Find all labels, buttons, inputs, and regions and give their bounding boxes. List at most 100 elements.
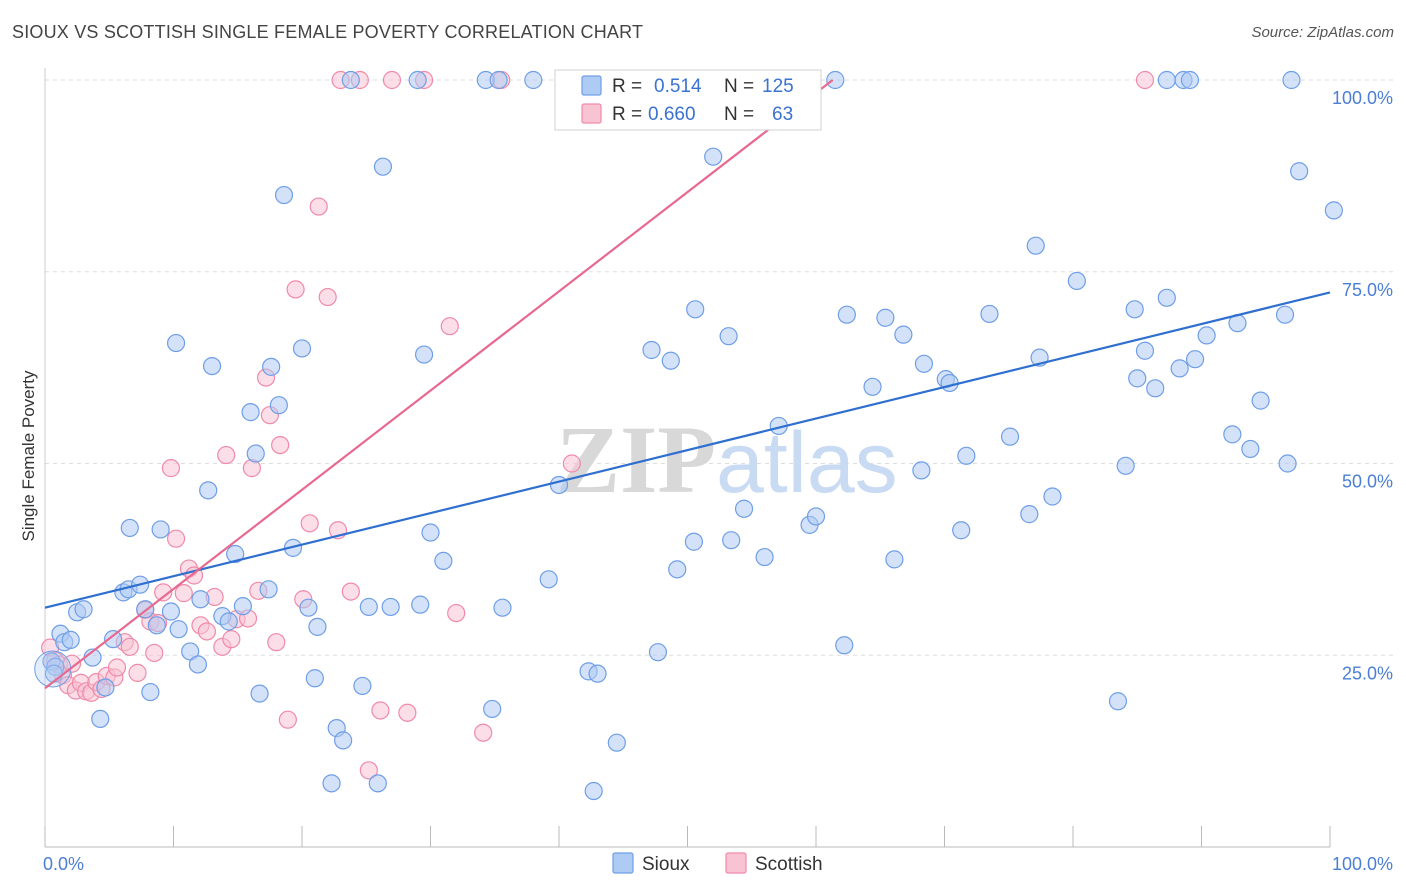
sioux-point [241,403,260,422]
sioux-point [806,507,826,526]
sioux-point [414,345,434,364]
sioux-point [1278,454,1297,473]
sioux-point [233,597,252,616]
y-tick-label: 50.0% [1342,472,1393,492]
sioux-point [648,643,668,662]
chart-title: SIOUX VS SCOTTISH SINGLE FEMALE POVERTY … [12,22,644,42]
sioux-point [1157,70,1176,90]
sioux-point [147,616,166,635]
legend-n-value-sioux: 125 [762,76,794,97]
scottish-point [271,435,290,455]
sioux-point [91,709,110,729]
legend-r-label-sioux: R = [612,76,642,97]
y-tick-label: 75.0% [1342,280,1393,300]
sioux-point [219,612,238,631]
scottish-point [300,514,319,533]
sioux-point [835,636,854,655]
sioux-point [104,630,123,649]
sioux-point [584,781,603,801]
axis-layer: 25.0% 50.0% 75.0% 100.0% 0.0% 100.0% [43,68,1393,874]
y-axis-title: Single Female Poverty [19,370,38,542]
scottish-point [174,584,193,603]
sioux-point [539,570,558,589]
sioux-point [755,547,774,567]
sioux-point [61,630,80,650]
sioux-point [686,300,705,319]
scottish-point [341,582,360,601]
sioux-point [1146,379,1165,398]
bottom-legend-label-scottish: Scottish [755,854,823,875]
sioux-point [1290,162,1309,181]
sioux-point [191,590,210,609]
scottish-point [222,630,241,649]
sioux-point [722,531,741,550]
legend-swatch-sioux [581,75,602,96]
scottish-point [267,633,286,652]
sioux-point [642,340,661,360]
bottom-legend-swatch-scottish [725,852,747,874]
sioux-point [1180,70,1200,90]
legend-r-label-scottish: R = [612,104,642,125]
y-tick-label: 25.0% [1342,663,1393,683]
sioux-point [359,597,378,617]
sioux-point [894,325,913,344]
watermark: ZIP atlas [556,406,898,513]
scottish-point [217,445,236,465]
x-tick-label: 100.0% [1332,854,1393,874]
sioux-point [493,598,512,617]
scottish-point [120,637,139,656]
sioux-point [826,70,845,90]
scottish-trend-line [44,79,834,690]
scottish-point [318,287,337,307]
scottish-point [359,761,378,780]
sioux-point [322,774,341,793]
sioux-point [704,147,723,166]
scottish-point [474,723,493,742]
sioux-point [269,396,288,415]
scottish-point [398,703,417,722]
scottish-point [128,663,147,682]
sioux-point [421,523,440,542]
sioux-points [34,70,1343,801]
sioux-point [262,357,281,376]
sioux-point [1275,305,1295,324]
sioux-point [188,655,208,674]
sioux-point [876,308,895,327]
sioux-point [353,676,372,696]
sioux-point [1026,236,1045,255]
sioux-point [434,551,453,571]
scottish-point [161,459,181,478]
sioux-point [837,305,856,324]
scottish-point [382,70,402,90]
scottish-point [197,622,217,641]
y-tick-label: 100.0% [1332,88,1393,108]
sioux-point [489,70,508,90]
sioux-point [202,356,222,376]
scottish-point [440,317,459,336]
sioux-point [684,532,704,551]
sioux-point [1000,427,1020,446]
watermark-atlas: atlas [716,415,898,511]
legend-n-label-sioux: N = [724,76,754,97]
sioux-point [226,544,245,564]
sioux-point [483,699,502,719]
sioux-point [341,70,360,90]
x-tick-label: 0.0% [43,854,84,874]
sioux-point [1116,456,1135,475]
sioux-point [96,678,115,697]
scottish-point [1135,70,1155,90]
sioux-point [668,560,687,579]
sioux-point [588,664,607,683]
scottish-point [154,583,173,602]
sioux-point [1020,505,1039,524]
sioux-point [166,333,186,353]
scottish-point [107,658,127,677]
sioux-point [308,617,327,636]
sioux-point [381,597,400,617]
sioux-point [334,731,353,750]
sioux-point [151,520,170,539]
sioux-point [1197,326,1216,345]
sioux-point [1185,350,1205,369]
sioux-point [408,70,427,90]
